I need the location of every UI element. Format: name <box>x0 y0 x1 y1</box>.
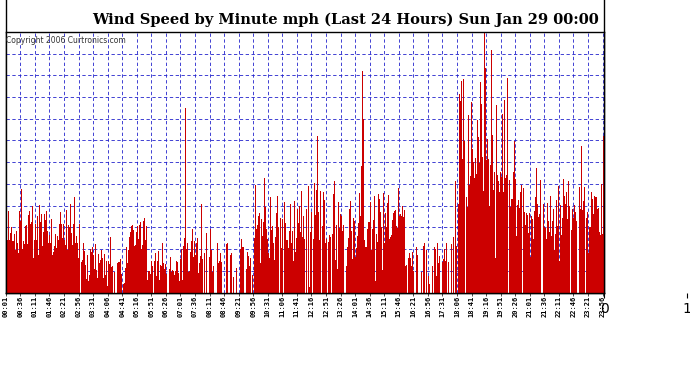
Text: Wind Speed by Minute mph (Last 24 Hours) Sun Jan 29 00:00: Wind Speed by Minute mph (Last 24 Hours)… <box>92 13 598 27</box>
Text: Copyright 2006 Curtronics.com: Copyright 2006 Curtronics.com <box>6 36 126 45</box>
